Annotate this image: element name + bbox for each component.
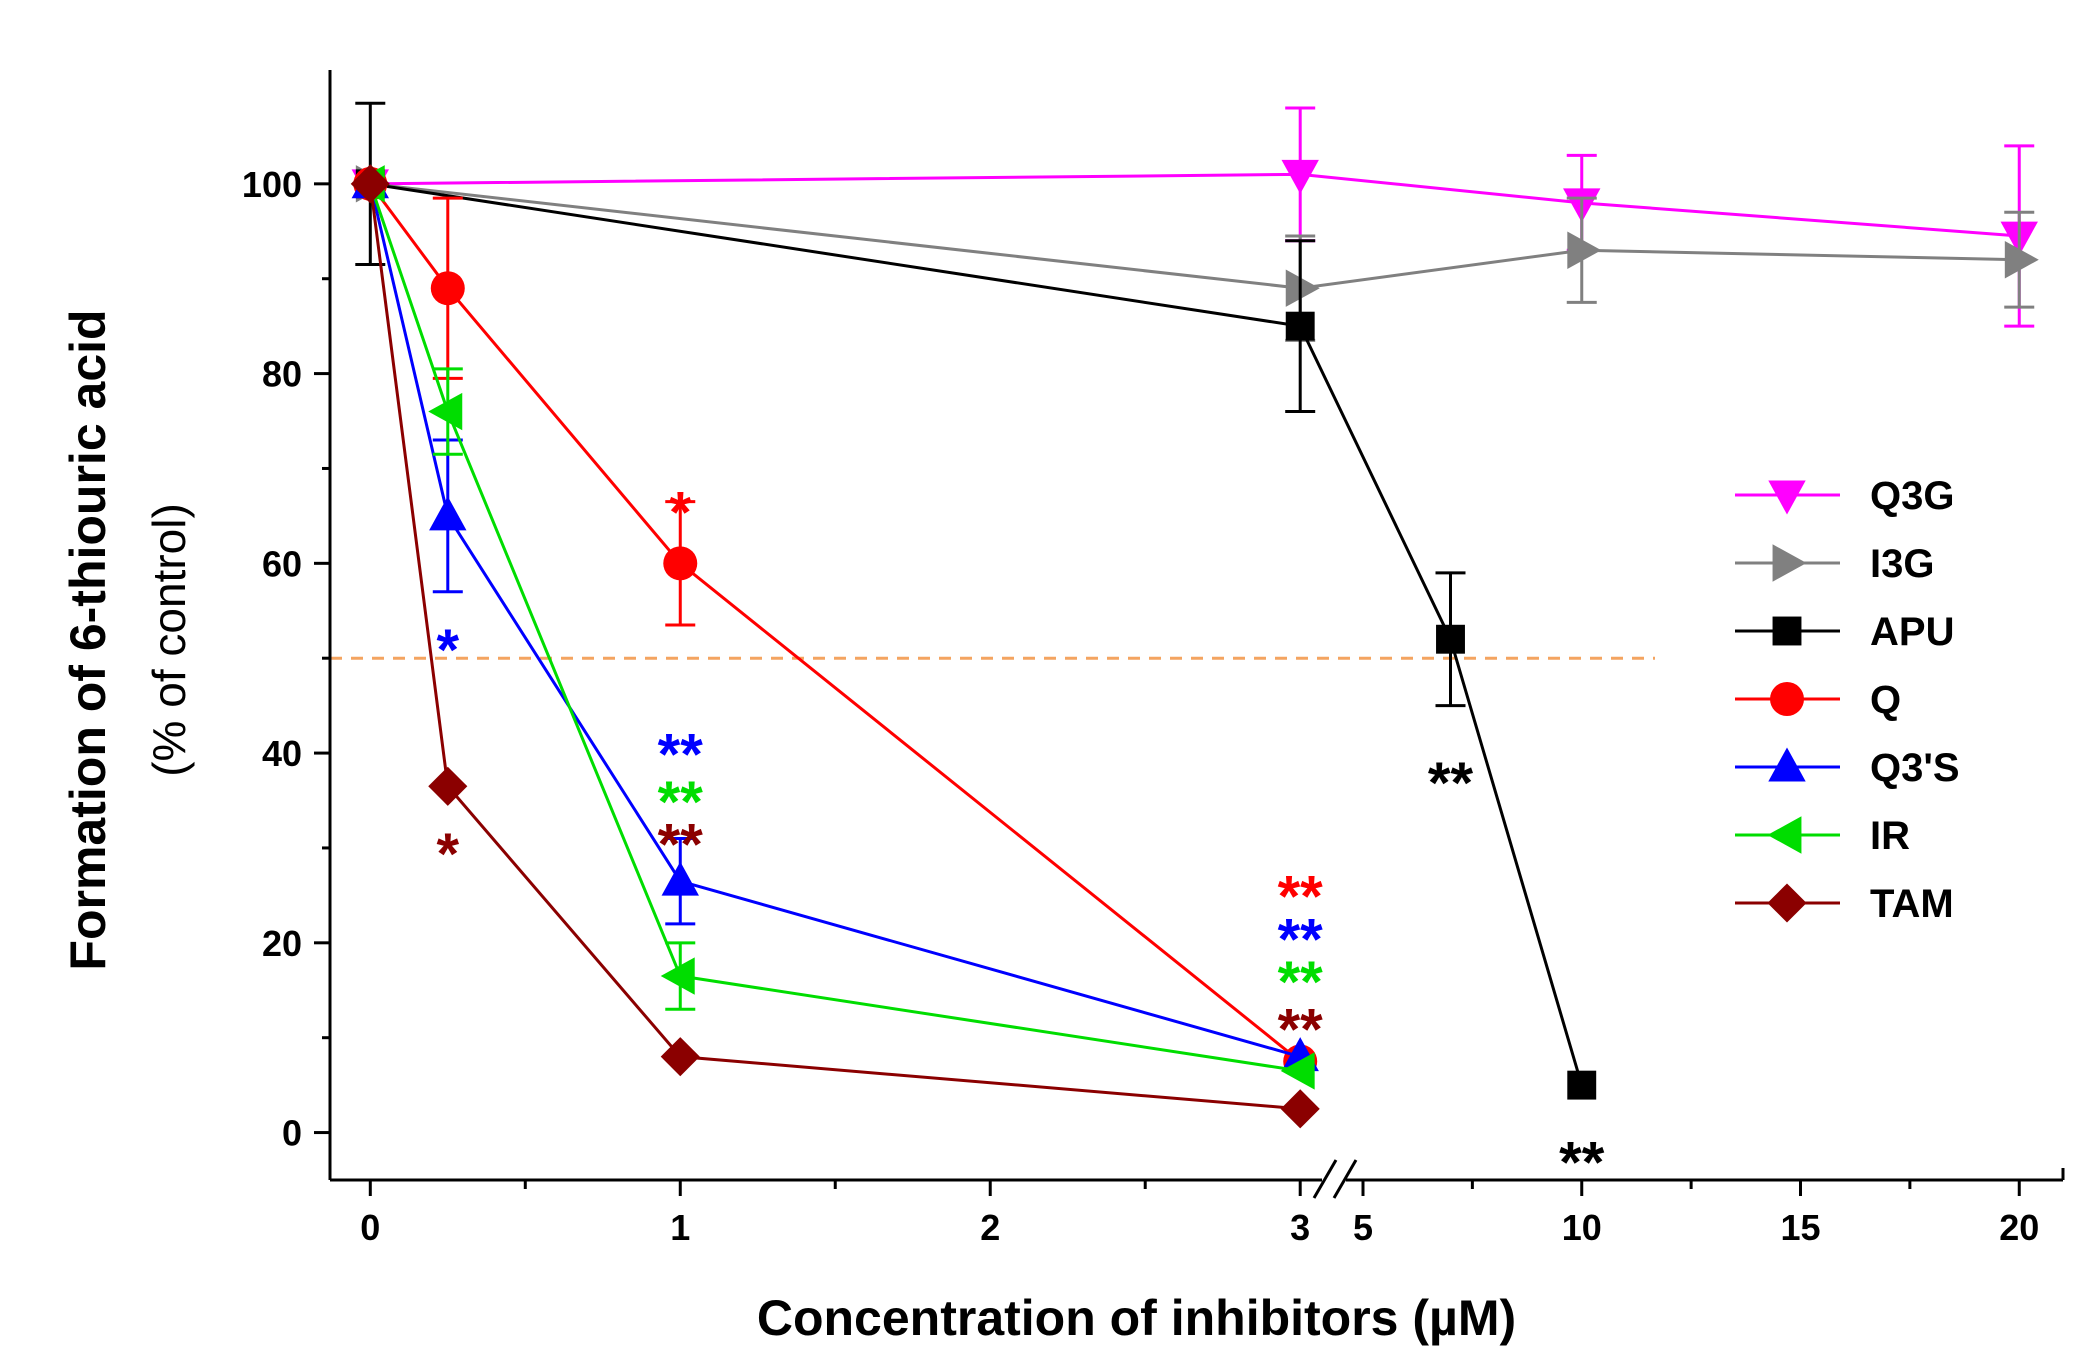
series-ir (350, 165, 1315, 1090)
y-axis-subtitle: (% of control) (143, 503, 195, 777)
data-point (428, 766, 468, 806)
x-tick-label: 15 (1780, 1207, 1820, 1248)
y-tick-label: 20 (262, 923, 302, 964)
series-q3g (351, 106, 2038, 328)
legend-label: APU (1870, 610, 1954, 654)
series-line (368, 183, 1301, 1059)
y-tick-label: 100 (242, 164, 302, 205)
data-point (2004, 241, 2039, 279)
legend-item: APU (1735, 610, 1954, 654)
data-point (1770, 682, 1804, 716)
series-line (370, 182, 2020, 290)
significance-star: ** (1278, 865, 1324, 930)
significance-star: ** (1278, 907, 1324, 972)
significance-star: * (436, 618, 459, 683)
data-point (1768, 747, 1806, 782)
series-q (353, 166, 1318, 1079)
significance-star: ** (658, 722, 704, 787)
data-point (663, 546, 698, 581)
series-line (370, 182, 1584, 1086)
legend-label: I3G (1870, 542, 1934, 586)
data-point (1280, 1089, 1320, 1129)
legend-item: IR (1735, 814, 1910, 858)
series-q3-s (351, 164, 1319, 1072)
axis-break-mark (1312, 1159, 1338, 1199)
data-point (1772, 544, 1807, 582)
significance-star: ** (1428, 751, 1474, 816)
x-tick-label: 2 (980, 1207, 1000, 1248)
series-layer (350, 101, 2039, 1129)
legend-label: Q3G (1870, 474, 1954, 518)
series-line (368, 183, 1301, 1073)
data-point (428, 392, 463, 431)
x-tick-label: 10 (1562, 1207, 1602, 1248)
data-point (1285, 311, 1315, 341)
legend: Q3G I3G APU Q Q3'S IR TAM (1735, 474, 1960, 926)
significance-star: ** (658, 770, 704, 835)
annotation-layer: ********************* (436, 480, 1604, 1195)
x-tick-label: 1 (670, 1207, 690, 1248)
y-tick-label: 0 (282, 1113, 302, 1154)
y-axis-title: Formation of 6-thiouric acid (60, 309, 116, 970)
data-point (1567, 231, 1602, 269)
data-point (1768, 480, 1806, 515)
significance-star: ** (1278, 950, 1324, 1015)
legend-label: Q3'S (1870, 746, 1960, 790)
data-point (1767, 816, 1802, 854)
series-line (369, 182, 1302, 1063)
data-point (350, 164, 390, 204)
legend-item: TAM (1735, 882, 1954, 926)
x-tick-label: 0 (360, 1207, 380, 1248)
series-line (368, 183, 1301, 1111)
significance-star: ** (658, 812, 704, 877)
data-point (660, 1037, 700, 1077)
data-point (1280, 1052, 1315, 1090)
data-point (1436, 624, 1465, 654)
x-tick-label: 5 (1353, 1207, 1373, 1248)
legend-label: TAM (1870, 882, 1954, 926)
y-tick-label: 40 (262, 733, 302, 774)
series-line (370, 172, 2020, 238)
data-point (660, 957, 695, 995)
data-point (1285, 269, 1320, 307)
legend-label: Q (1870, 678, 1901, 722)
legend-item: Q3G (1735, 474, 1954, 518)
y-tick-label: 60 (262, 543, 302, 584)
axes-layer: 0 20 40 60 80 100 0 1 2 3 5 10 15 20 Concentration of … (60, 70, 2065, 1346)
data-point (1767, 883, 1807, 923)
legend-item: Q3'S (1735, 746, 1960, 790)
x-tick-label: 20 (1999, 1207, 2039, 1248)
data-point (661, 861, 699, 896)
data-point (1281, 159, 1319, 194)
y-tick-label: 80 (262, 354, 302, 395)
axis-break-mark (1332, 1159, 1358, 1199)
series-tam (350, 164, 1320, 1129)
legend-item: Q (1735, 678, 1901, 722)
significance-star: * (436, 822, 459, 887)
legend-item: I3G (1735, 542, 1934, 586)
series-i3g (355, 165, 2039, 342)
data-point (1772, 616, 1802, 646)
data-point (429, 496, 467, 531)
data-point (1567, 1070, 1597, 1100)
legend-label: IR (1870, 814, 1910, 858)
data-point (430, 271, 465, 306)
significance-star: ** (1559, 1130, 1605, 1195)
x-axis-title: Concentration of inhibitors (µM) (757, 1290, 1516, 1346)
significance-star: ** (1278, 997, 1324, 1062)
significance-star: * (669, 480, 692, 545)
x-tick-label: 3 (1290, 1207, 1310, 1248)
